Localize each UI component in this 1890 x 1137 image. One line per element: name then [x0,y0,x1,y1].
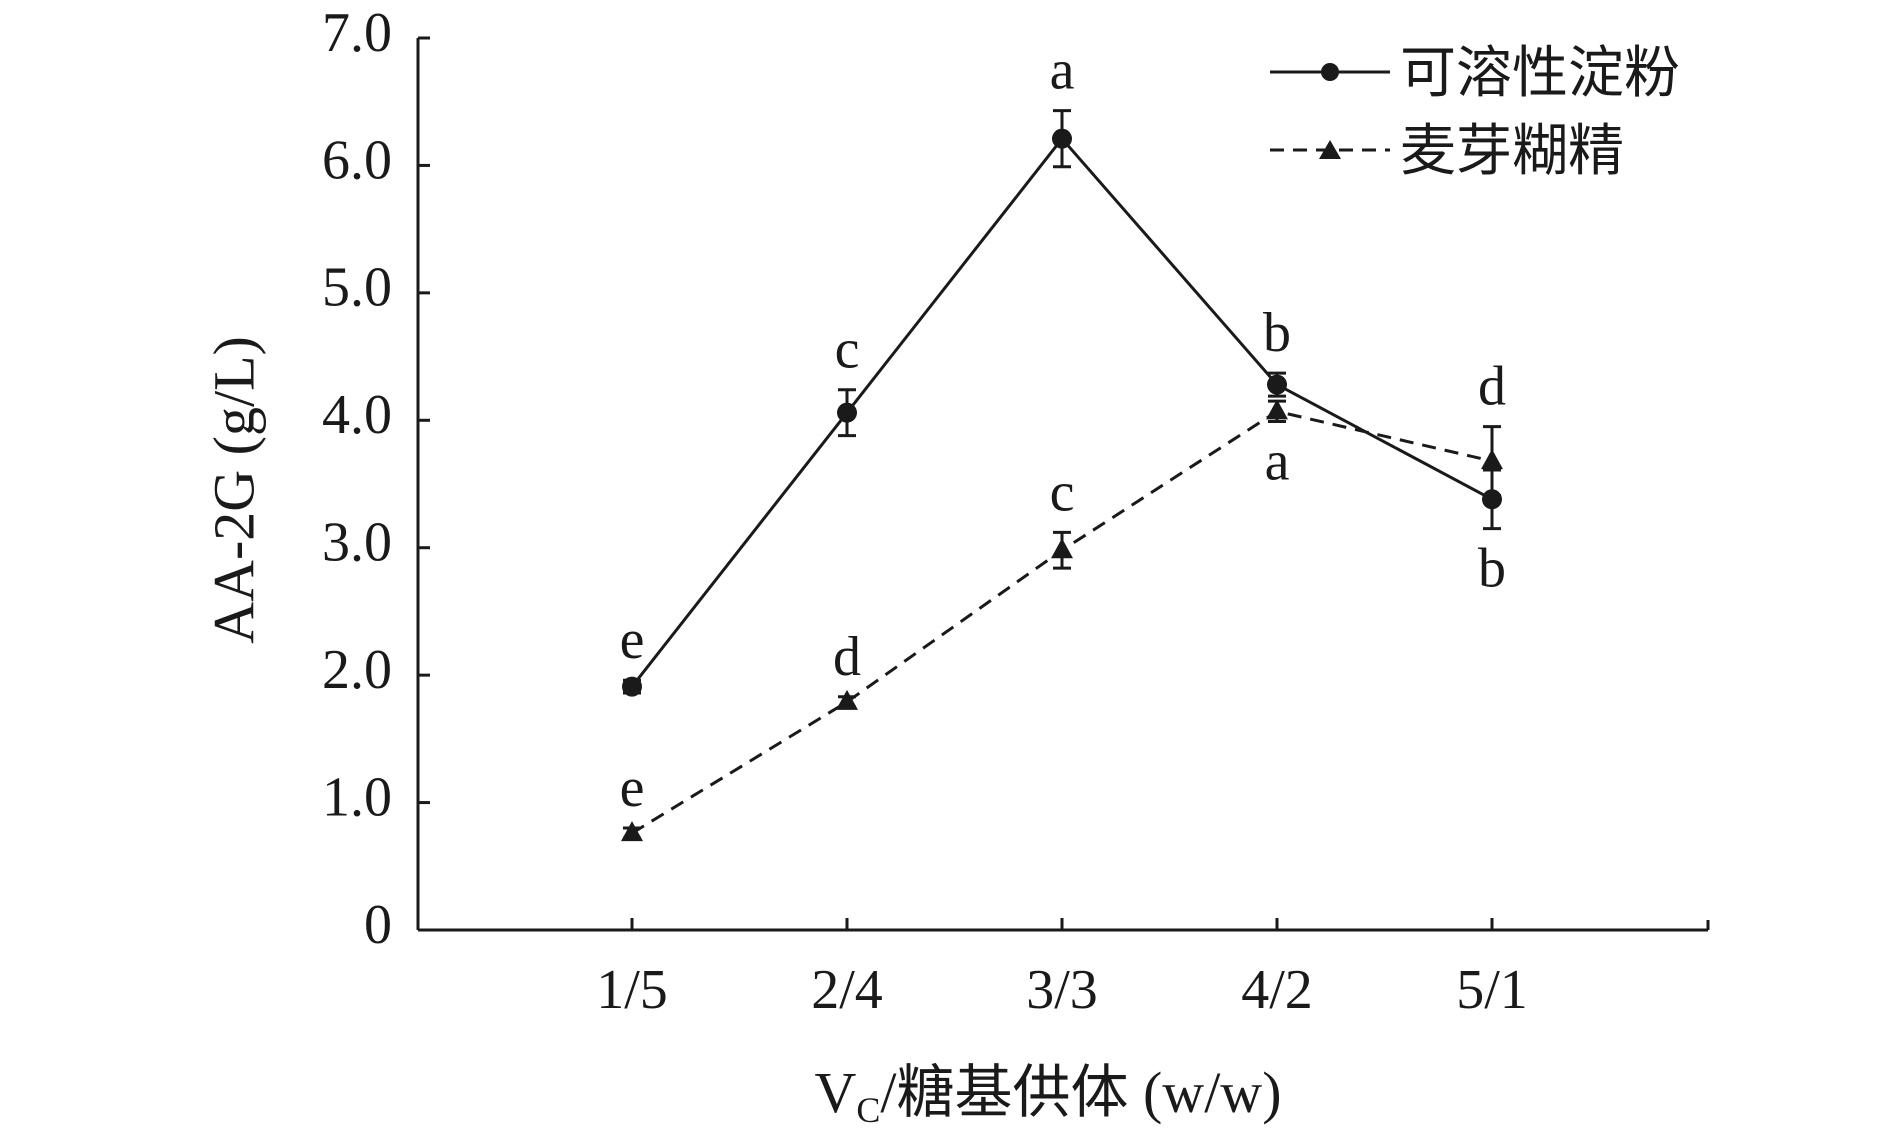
significance-letter: e [620,757,645,819]
y-tick-label: 3.0 [322,512,392,574]
significance-letter: c [835,319,860,381]
legend-label-series-2: 麦芽糊精 [1400,121,1624,183]
legend-marker-series-1 [1321,63,1339,81]
x-tick-label: 1/5 [596,959,668,1021]
x-tick-label: 5/1 [1456,959,1528,1021]
y-tick-label: 2.0 [322,639,392,701]
series-layer [621,109,1503,842]
series-1 [622,109,1502,697]
y-tick-label: 6.0 [322,129,392,191]
data-point [621,821,643,842]
data-point [1266,399,1288,420]
data-point [1267,374,1287,395]
x-axis-ticks: 1/5 2/4 3/3 4/2 5/1 [596,918,1528,1021]
x-axis-title-subscript: C [856,1090,880,1130]
significance-letter: a [1050,40,1075,102]
significance-letter: b [1478,538,1506,600]
data-point [1051,538,1073,559]
y-tick-label: 1.0 [322,766,392,828]
significance-letter: e [620,609,645,671]
data-point [1052,128,1072,149]
significance-letters: e e c d a c b a b d [620,40,1506,819]
legend-label-series-1: 可溶性淀粉 [1400,43,1680,105]
legend-marker-series-2 [1319,140,1341,159]
significance-letter: d [1478,356,1506,418]
legend-item-series-2: 麦芽糊精 [1270,121,1624,183]
x-axis-title-prefix: V [814,1060,856,1125]
series-2 [621,399,1503,842]
y-tick-label: 5.0 [322,257,392,319]
data-point [836,689,858,710]
x-tick-label: 2/4 [811,959,883,1021]
significance-letter: d [833,626,861,688]
y-axis-ticks: 0 1.0 2.0 3.0 4.0 5.0 6.0 7.0 [322,2,430,956]
legend-item-series-1: 可溶性淀粉 [1270,43,1680,105]
data-point [622,676,642,697]
y-tick-label: 0 [364,894,392,956]
data-point [1481,449,1503,470]
significance-letter: c [1050,461,1075,523]
significance-letter: a [1265,431,1290,493]
x-tick-label: 4/2 [1241,959,1313,1021]
series-line [630,136,1493,688]
y-tick-label: 7.0 [322,2,392,64]
x-tick-label: 3/3 [1026,959,1098,1021]
x-axis-title-suffix: /糖基供体 (w/w) [880,1060,1281,1125]
y-axis-title: AA-2G (g/L) [201,336,266,644]
significance-letter: b [1263,302,1291,364]
legend: 可溶性淀粉 麦芽糊精 [1270,43,1680,183]
x-axis-title: VC/糖基供体 (w/w) [814,1060,1281,1130]
data-point [837,402,857,423]
y-tick-label: 4.0 [322,384,392,446]
